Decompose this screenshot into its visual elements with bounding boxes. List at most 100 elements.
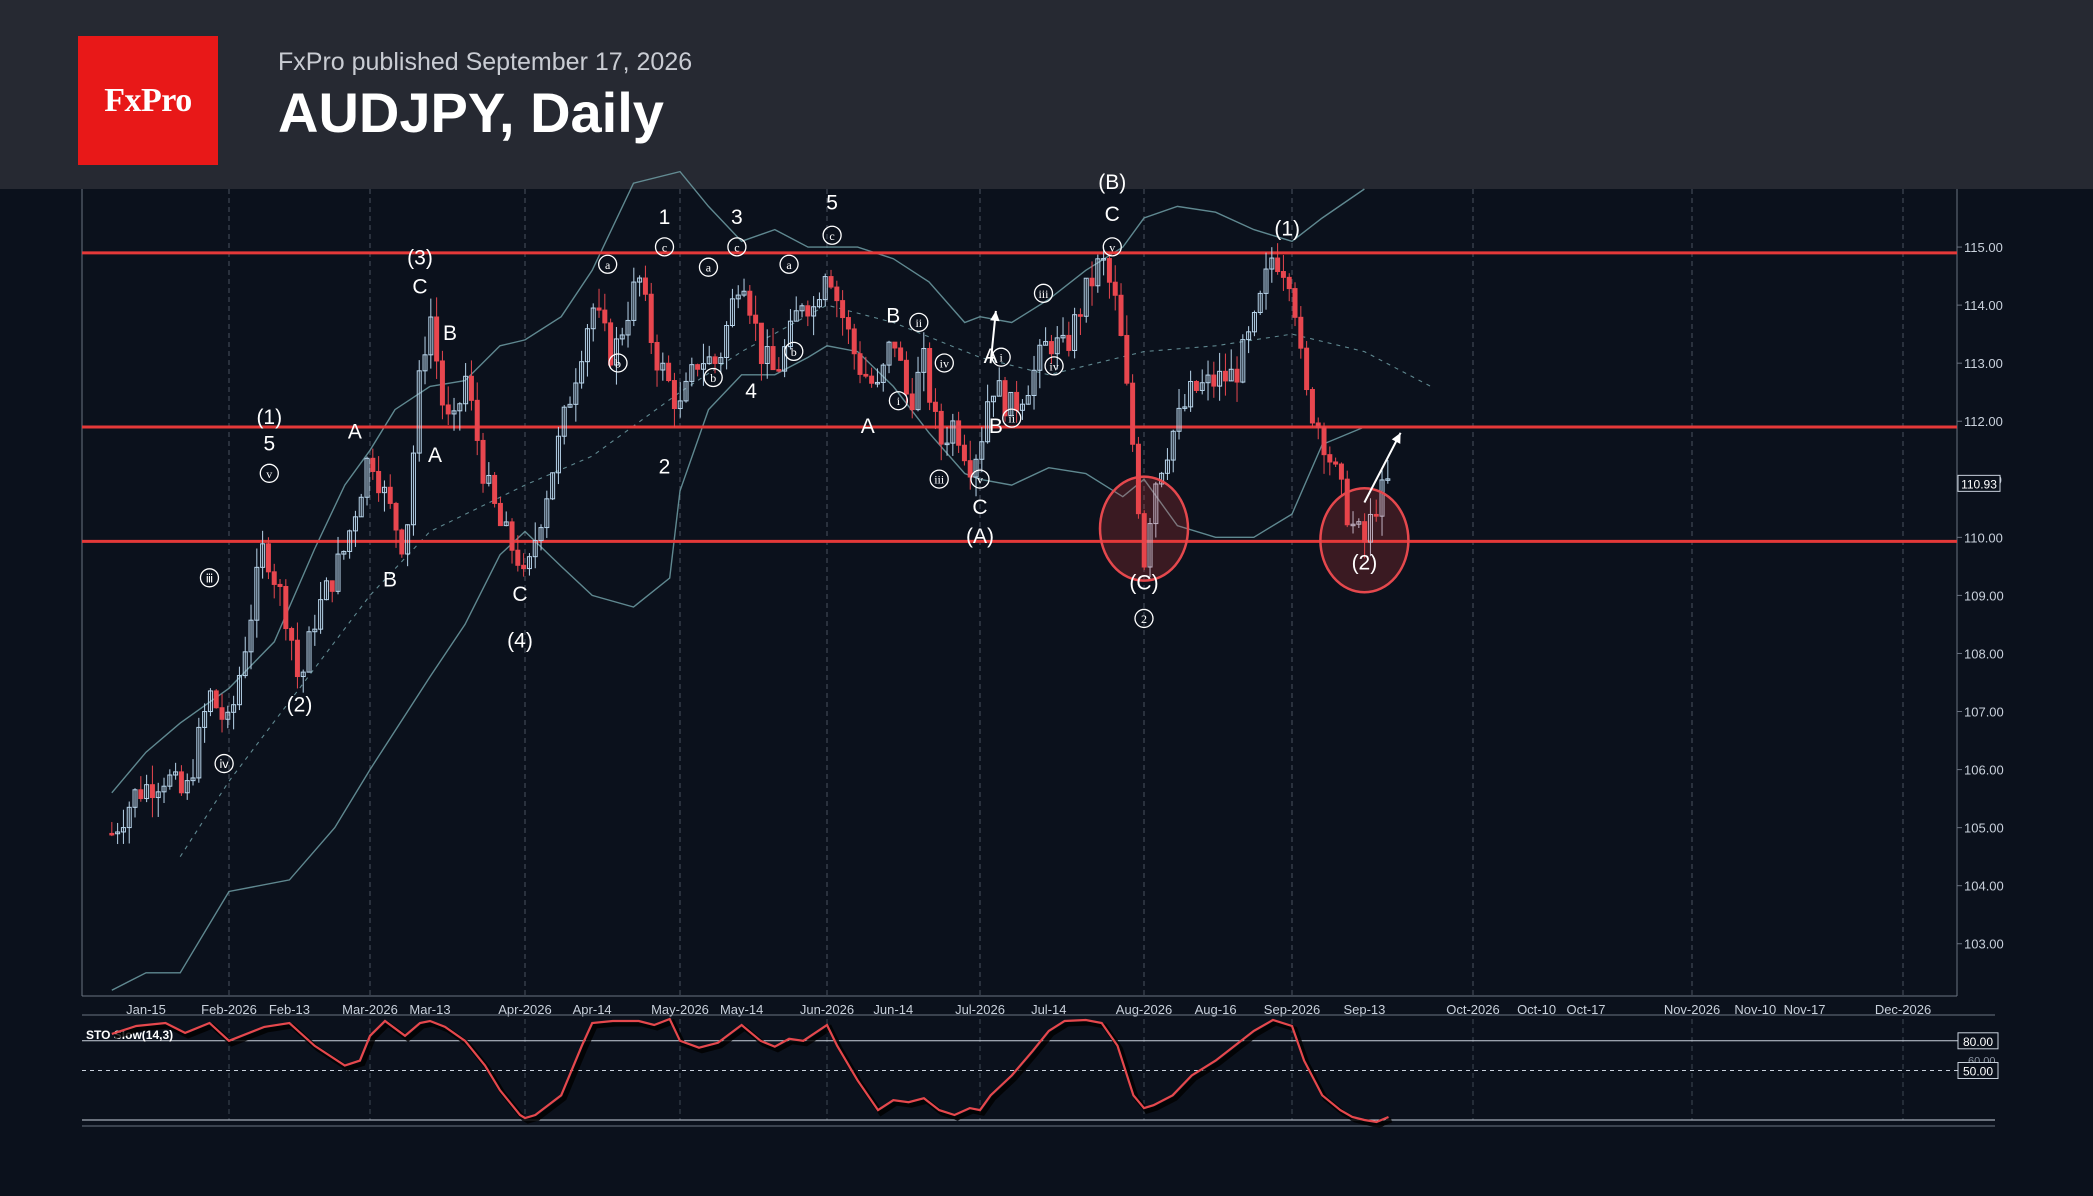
fxpro-logo: FxPro — [78, 36, 218, 165]
bull-candle — [231, 704, 237, 713]
wave-label: ii — [1008, 412, 1015, 426]
bull-candle — [120, 827, 126, 833]
bull-candle — [115, 831, 121, 835]
bull-candle — [683, 380, 689, 402]
bull-candle — [1228, 368, 1234, 382]
wave-label: A — [861, 415, 875, 438]
wave-label-circle — [259, 463, 279, 483]
y-tick-label: 105.00 — [1964, 821, 2004, 836]
bull-candle — [1379, 479, 1385, 517]
stoch-tick-80: 80.00 — [1963, 1035, 1993, 1049]
wave-label-circle — [654, 237, 675, 257]
wave-label-circle — [970, 469, 990, 489]
bear-candle — [492, 474, 498, 504]
wave-label: v — [1109, 240, 1115, 254]
wave-label-circle — [214, 753, 234, 774]
bear-candle — [1304, 347, 1310, 391]
bull-candle — [660, 362, 666, 371]
wave-label: C — [1105, 203, 1120, 226]
bear-candle — [1077, 314, 1083, 317]
bull-candle — [573, 382, 579, 405]
bull-candle — [555, 435, 561, 474]
bear-candle — [497, 502, 503, 527]
bull-candle — [242, 651, 248, 677]
bear-candle — [1130, 382, 1136, 445]
bear-candle — [178, 771, 184, 794]
x-tick-label: Nov-10 — [1734, 1002, 1776, 1017]
bull-candle — [260, 543, 266, 568]
bull-candle — [1205, 374, 1211, 384]
bull-candle — [729, 298, 735, 326]
bear-candle — [1344, 478, 1350, 526]
bull-candle — [550, 472, 556, 500]
bull-candle — [973, 458, 979, 478]
y-tick-label: 110.00 — [1964, 530, 2003, 545]
wave-label: 5 — [826, 191, 838, 214]
bear-candle — [1333, 461, 1339, 465]
bear-candle — [654, 341, 660, 371]
bull-candle — [1054, 337, 1060, 355]
wave-label: C — [412, 276, 427, 299]
bull-candle — [352, 516, 358, 532]
bull-candle — [1269, 257, 1275, 270]
bull-candle — [782, 346, 788, 372]
bull-candle — [503, 521, 509, 527]
bull-candle — [584, 328, 590, 363]
wave-label: a — [605, 258, 611, 272]
bear-candle — [642, 277, 648, 295]
bear-candle — [608, 322, 614, 366]
bear-candle — [938, 410, 944, 445]
x-tick-label: Oct-2026 — [1446, 1002, 1499, 1017]
x-tick-label: Jun-14 — [873, 1002, 913, 1017]
bull-candle — [1095, 258, 1101, 287]
bull-candle — [1025, 394, 1031, 405]
bull-candle — [590, 307, 596, 330]
bear-candle — [434, 316, 440, 362]
bull-candle — [463, 375, 469, 405]
bear-candle — [648, 293, 654, 343]
x-tick-label: May-2026 — [651, 1002, 709, 1017]
bear-candle — [840, 300, 846, 319]
logo-text: FxPro — [104, 81, 192, 119]
x-tick-label: Nov-2026 — [1664, 1002, 1720, 1017]
wave-label: 1 — [659, 206, 671, 229]
stoch-tick-50-box — [1957, 1062, 1999, 1079]
bear-candle — [747, 290, 753, 316]
wave-label: a — [706, 261, 712, 275]
bull-candle — [718, 356, 724, 364]
bull-candle — [1246, 331, 1252, 341]
wave-label-circle — [909, 312, 929, 332]
last-price-box — [1957, 474, 2001, 492]
wave-label: B — [383, 569, 397, 592]
y-tick-label: 104.00 — [1964, 879, 2004, 894]
lower-band — [111, 345, 1365, 991]
x-tick-label: Oct-10 — [1517, 1002, 1556, 1017]
bull-candle — [1147, 523, 1153, 568]
bull-candle — [207, 690, 213, 713]
bear-candle — [695, 364, 701, 370]
wave-label: (4) — [507, 630, 533, 653]
bull-candle — [822, 276, 828, 301]
y-tick-label: 113.00 — [1964, 356, 2003, 371]
bull-candle — [886, 341, 892, 366]
bear-candle — [1362, 521, 1368, 543]
bear-candle — [1275, 257, 1281, 273]
wave-label: ⅳ — [219, 757, 229, 771]
wave-label: A — [348, 421, 362, 444]
bear-candle — [1222, 370, 1228, 382]
bear-candle — [898, 347, 904, 361]
bear-candle — [1106, 258, 1112, 283]
bull-candle — [236, 675, 242, 706]
bear-candle — [1327, 454, 1333, 463]
x-tick-label: Oct-17 — [1567, 1002, 1606, 1017]
bear-candle — [666, 362, 672, 382]
bear-candle — [1286, 276, 1292, 290]
wave-label: c — [734, 240, 739, 254]
wave-label: iii — [934, 473, 945, 487]
wave-label-circle — [822, 225, 842, 245]
bear-candle — [294, 639, 300, 678]
wave-label: B — [886, 305, 900, 328]
wave-label: v — [266, 467, 272, 481]
bear-candle — [1193, 380, 1199, 391]
bull-candle — [1385, 478, 1391, 481]
